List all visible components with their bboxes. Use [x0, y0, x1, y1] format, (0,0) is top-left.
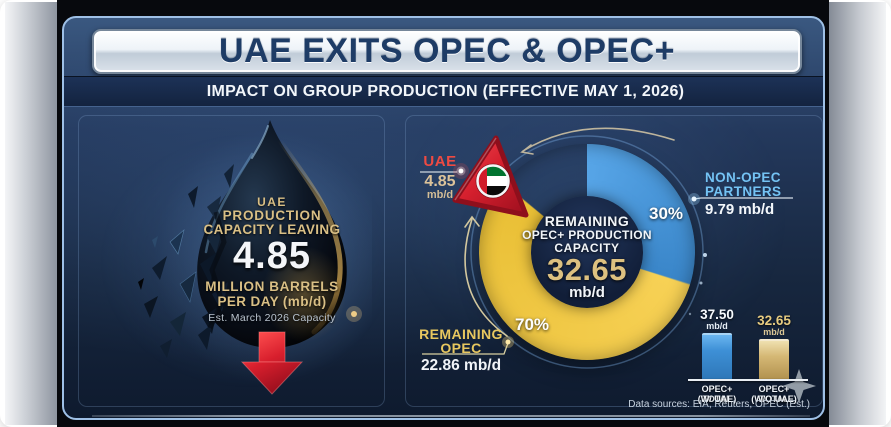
donut-hole	[531, 196, 643, 308]
lens-flare	[351, 311, 357, 317]
drop-caption-uae: UAE	[257, 195, 287, 209]
subtitle-text: IMPACT ON GROUP PRODUCTION (EFFECTIVE MA…	[206, 82, 685, 100]
bar-label-with-uae-2: (W/ UAE)	[697, 394, 737, 404]
drop-caption-line5: PER DAY (mb/d)	[217, 294, 327, 309]
non-opec-callout-value: 9.79 mb/d	[705, 201, 775, 218]
drop-value: 4.85	[233, 235, 311, 277]
pullout-arrow-left	[464, 215, 508, 337]
drop-note: Est. March 2026 Capacity	[208, 312, 336, 324]
bar-value-without-uae: 32.65	[757, 313, 791, 328]
bar-label-without-uae-1: OPEC+ TOTAL	[758, 384, 790, 404]
bar-without-uae	[759, 339, 789, 379]
donut-outer-ring	[470, 135, 704, 369]
shatter-fragments	[138, 164, 234, 358]
bar-value-with-uae: 37.50	[700, 307, 734, 322]
donut-center-label-1: REMAINING	[544, 213, 630, 229]
non-opec-callout-name-1: NON-OPEC	[705, 170, 781, 185]
bar-with-uae	[702, 333, 732, 379]
donut-center-label-3: CAPACITY	[554, 241, 620, 255]
down-arrow-icon	[240, 331, 304, 395]
remaining-opec-leader-line	[422, 342, 509, 355]
drop-gold-rim	[271, 129, 343, 335]
donut-yellow-percent: 70%	[514, 315, 550, 334]
donut-decorations	[420, 127, 816, 403]
bar-label-with-uae-1: OPEC+ TOTAL	[701, 384, 733, 404]
remaining-opec-callout-value: 22.86 mb/d	[420, 357, 502, 374]
data-sources-text: Data sources: EIA, Reuters, OPEC (Est.)	[628, 399, 810, 410]
drop-blue-rim	[204, 152, 254, 254]
drop-caption-line4: MILLION BARRELS	[205, 279, 339, 294]
oil-drop-illustration	[138, 120, 372, 395]
subtitle-bar: IMPACT ON GROUP PRODUCTION (EFFECTIVE MA…	[64, 76, 823, 107]
uae-callout-name: UAE	[423, 153, 457, 170]
remaining-opec-callout-name-1: REMAINING	[419, 326, 503, 342]
bar-baseline	[688, 379, 808, 381]
tv-graphic-frame: UAE EXITS OPEC & OPEC+ IMPACT ON GROUP P…	[62, 16, 825, 420]
lens-flare-halo	[346, 306, 362, 322]
drop-caption-line2: PRODUCTION	[222, 208, 322, 223]
non-opec-callout-name-2: PARTNERS	[705, 184, 782, 199]
donut-blue-percent: 30%	[648, 204, 684, 223]
glow-dots	[453, 163, 707, 348]
silver-mat-right	[829, 2, 886, 425]
donut-center-unit: mb/d	[569, 284, 605, 301]
donut-center-value: 32.65	[546, 252, 628, 287]
bar-label-without-uae-2: (W/O UAE)	[751, 394, 797, 404]
page-title: UAE EXITS OPEC & OPEC+	[219, 32, 675, 70]
silver-mat-left	[5, 2, 57, 425]
sparkle-icon	[782, 369, 816, 403]
drop-caption-line3: CAPACITY LEAVING	[203, 222, 341, 237]
bar-unit-without-uae: mb/d	[763, 327, 785, 337]
video-progress-bar[interactable]	[92, 415, 810, 417]
pullout-arrow-top	[520, 127, 675, 155]
remaining-opec-callout-name-2: OPEC	[440, 340, 482, 356]
title-banner: UAE EXITS OPEC & OPEC+	[92, 29, 802, 74]
drop-tip-shine	[251, 125, 269, 159]
uae-flag-icon	[475, 163, 511, 199]
donut-center-label-2: OPEC+ PRODUCTION	[522, 228, 652, 242]
uae-callout-value: 4.85	[424, 173, 456, 190]
uae-callout-unit: mb/d	[426, 189, 454, 201]
bar-unit-with-uae: mb/d	[706, 321, 728, 331]
